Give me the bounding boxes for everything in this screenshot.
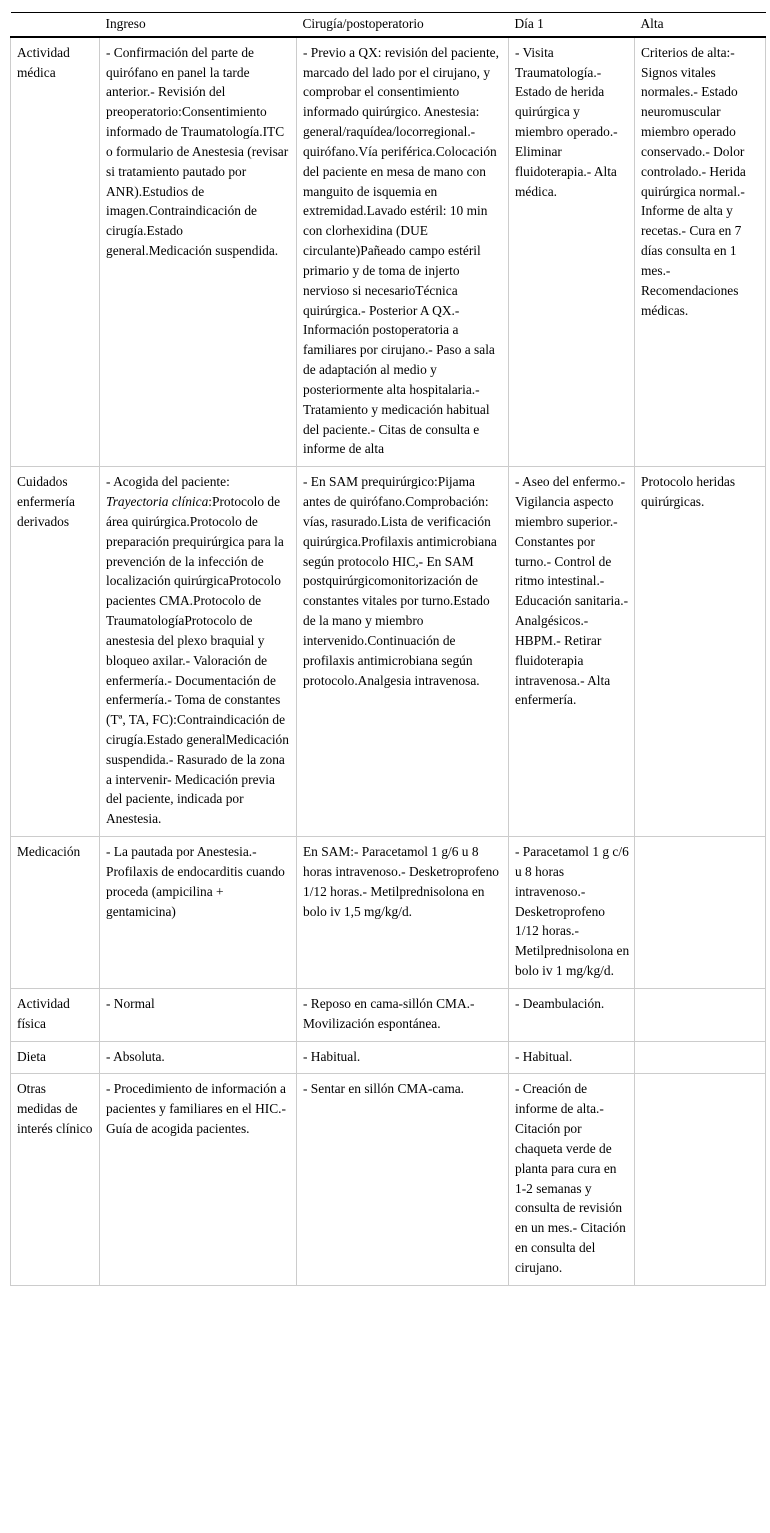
cell-cirugia: - Previo a QX: revisión del paciente, ma… (296, 36, 509, 468)
header-row: Ingreso Cirugía/postoperatorio Día 1 Alt… (10, 11, 766, 38)
cell-cirugia: En SAM:- Paracetamol 1 g/6 u 8 horas int… (296, 836, 509, 989)
row-label: Cuidados enfermería derivados (10, 466, 100, 838)
column-header-alta: Alta (634, 11, 766, 38)
row-label: Otras medidas de interés clínico (10, 1073, 100, 1286)
cell-ingreso: - Confirmación del parte de quirófano en… (99, 36, 297, 468)
column-header-corner (10, 11, 100, 38)
cell-alta: Criterios de alta:- Signos vitales norma… (634, 36, 766, 468)
cell-text-italic: Trayectoria clínica (106, 494, 209, 510)
cell-alta: Protocolo heridas quirúrgicas. (634, 466, 766, 838)
cell-alta (634, 1073, 766, 1286)
cell-dia1: - Habitual. (508, 1040, 635, 1075)
table-row-actividad-medica: Actividad médica - Confirmación del part… (10, 36, 766, 468)
cell-alta (634, 836, 766, 989)
cell-dia1: - Deambulación. (508, 987, 635, 1042)
cell-ingreso: - Absoluta. (99, 1040, 297, 1075)
column-header-cirugia-postoperatorio: Cirugía/postoperatorio (296, 11, 509, 38)
table-row-cuidados-enfermeria: Cuidados enfermería derivados - Acogida … (10, 466, 766, 838)
row-label: Medicación (10, 836, 100, 989)
cell-cirugia: - Reposo en cama-sillón CMA.- Movilizaci… (296, 987, 509, 1042)
clinical-pathway-table: Ingreso Cirugía/postoperatorio Día 1 Alt… (10, 11, 766, 1286)
cell-ingreso: - Normal (99, 987, 297, 1042)
row-label: Actividad médica (10, 36, 100, 468)
cell-text: - Acogida del paciente: (106, 474, 230, 490)
cell-alta (634, 987, 766, 1042)
table-row-dieta: Dieta - Absoluta. - Habitual. - Habitual… (10, 1040, 766, 1075)
column-header-dia-1: Día 1 (508, 11, 635, 38)
cell-ingreso: - Acogida del paciente: Trayectoria clín… (99, 466, 297, 838)
cell-ingreso: - Procedimiento de información a pacient… (99, 1073, 297, 1286)
cell-dia1: - Aseo del enfermo.- Vigilancia aspecto … (508, 466, 635, 838)
cell-cirugia: - Sentar en sillón CMA-cama. (296, 1073, 509, 1286)
row-label: Dieta (10, 1040, 100, 1075)
table-row-otras-medidas: Otras medidas de interés clínico - Proce… (10, 1073, 766, 1286)
cell-dia1: - Paracetamol 1 g c/6 u 8 horas intraven… (508, 836, 635, 989)
cell-dia1: - Visita Traumatología.- Estado de herid… (508, 36, 635, 468)
cell-dia1: - Creación de informe de alta.- Citación… (508, 1073, 635, 1286)
table-row-actividad-fisica: Actividad física - Normal - Reposo en ca… (10, 987, 766, 1042)
cell-alta (634, 1040, 766, 1075)
cell-cirugia: - Habitual. (296, 1040, 509, 1075)
column-header-ingreso: Ingreso (99, 11, 297, 38)
row-label: Actividad física (10, 987, 100, 1042)
table-row-medicacion: Medicación - La pautada por Anestesia.- … (10, 836, 766, 989)
cell-ingreso: - La pautada por Anestesia.- Profilaxis … (99, 836, 297, 989)
cell-text: :Protocolo de área quirúrgica.Protocolo … (106, 494, 289, 827)
cell-cirugia: - En SAM prequirúrgico:Pijama antes de q… (296, 466, 509, 838)
